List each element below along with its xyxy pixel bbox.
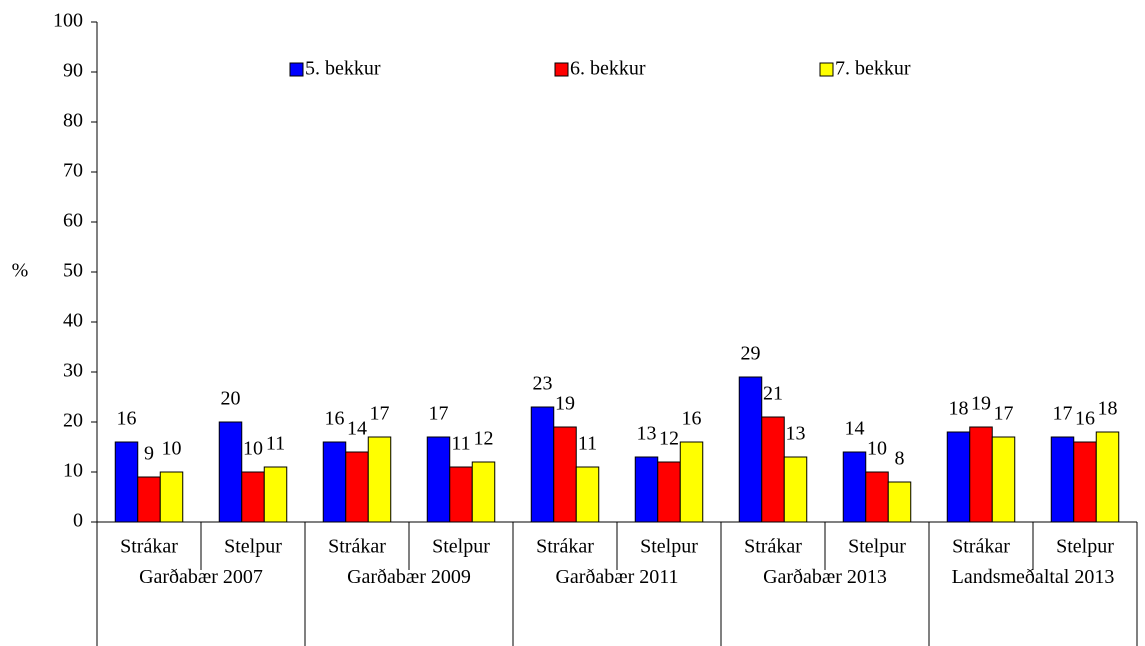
legend-label: 7. bekkur bbox=[835, 58, 911, 80]
y-tick-label: 30 bbox=[63, 360, 83, 382]
bar bbox=[946, 431, 971, 523]
bar bbox=[865, 471, 889, 523]
x-tick-label: Stelpur bbox=[848, 536, 906, 558]
bar bbox=[1050, 436, 1075, 523]
bar bbox=[1095, 431, 1120, 523]
group-label: Landsmeðaltal 2013 bbox=[951, 566, 1115, 588]
data-label: 16 bbox=[1075, 408, 1095, 430]
bar bbox=[137, 476, 161, 523]
y-tick-label: 100 bbox=[53, 10, 83, 32]
legend-swatch bbox=[554, 62, 569, 77]
data-label: 8 bbox=[895, 448, 905, 470]
data-label: 12 bbox=[659, 428, 679, 450]
data-label: 10 bbox=[243, 438, 263, 460]
y-tick-label: 20 bbox=[63, 410, 83, 432]
bar bbox=[1073, 441, 1097, 523]
y-axis-label: % bbox=[12, 260, 29, 282]
bar bbox=[679, 441, 704, 523]
bar bbox=[471, 461, 496, 523]
data-label: 18 bbox=[1098, 398, 1118, 420]
group-label: Garðabær 2011 bbox=[555, 566, 679, 588]
legend-label: 5. bekkur bbox=[305, 58, 381, 80]
bar bbox=[218, 421, 243, 523]
x-tick-label: Strákar bbox=[952, 536, 1010, 558]
bar bbox=[114, 441, 139, 523]
x-tick-label: Strákar bbox=[120, 536, 178, 558]
data-label: 14 bbox=[845, 418, 865, 440]
data-label: 10 bbox=[867, 438, 887, 460]
x-tick-label: Stelpur bbox=[224, 536, 282, 558]
x-tick-label: Strákar bbox=[744, 536, 802, 558]
y-tick-label: 0 bbox=[73, 510, 83, 532]
bar bbox=[530, 406, 555, 523]
y-tick-label: 50 bbox=[63, 260, 83, 282]
data-label: 19 bbox=[555, 393, 575, 415]
legend-swatch bbox=[289, 62, 304, 77]
bar bbox=[887, 481, 912, 523]
data-label: 20 bbox=[221, 388, 241, 410]
y-tick-label: 60 bbox=[63, 210, 83, 232]
bar bbox=[449, 466, 473, 523]
data-label: 21 bbox=[763, 383, 783, 405]
data-label: 13 bbox=[786, 423, 806, 445]
bar bbox=[657, 461, 681, 523]
bar bbox=[738, 376, 763, 523]
bar bbox=[345, 451, 369, 523]
data-label: 17 bbox=[1053, 403, 1073, 425]
data-label: 11 bbox=[578, 433, 597, 455]
bar bbox=[634, 456, 659, 523]
x-tick-label: Strákar bbox=[328, 536, 386, 558]
group-label: Garðabær 2009 bbox=[347, 566, 471, 588]
data-label: 16 bbox=[117, 408, 137, 430]
bar bbox=[159, 471, 184, 523]
bar bbox=[263, 466, 288, 523]
data-label: 29 bbox=[741, 343, 761, 365]
bar bbox=[783, 456, 808, 523]
bar bbox=[553, 426, 577, 523]
y-tick-label: 90 bbox=[63, 60, 83, 82]
x-tick-label: Stelpur bbox=[432, 536, 490, 558]
x-tick-label: Stelpur bbox=[1056, 536, 1114, 558]
data-label: 10 bbox=[162, 438, 182, 460]
data-label: 14 bbox=[347, 418, 367, 440]
data-label: 11 bbox=[451, 433, 470, 455]
data-label: 17 bbox=[370, 403, 390, 425]
data-label: 11 bbox=[266, 433, 285, 455]
bar bbox=[241, 471, 265, 523]
data-label: 17 bbox=[429, 403, 449, 425]
x-tick-label: Strákar bbox=[536, 536, 594, 558]
bar bbox=[426, 436, 451, 523]
data-label: 18 bbox=[949, 398, 969, 420]
x-tick-label: Stelpur bbox=[640, 536, 698, 558]
bar bbox=[761, 416, 785, 523]
data-label: 16 bbox=[682, 408, 702, 430]
data-label: 9 bbox=[144, 443, 154, 465]
legend-label: 6. bekkur bbox=[570, 58, 646, 80]
group-label: Garðabær 2007 bbox=[139, 566, 263, 588]
bar bbox=[842, 451, 867, 523]
bar bbox=[367, 436, 392, 523]
legend-swatch bbox=[819, 62, 834, 77]
group-label: Garðabær 2013 bbox=[763, 566, 887, 588]
y-tick-label: 10 bbox=[63, 460, 83, 482]
bar bbox=[991, 436, 1016, 523]
bar bbox=[969, 426, 993, 523]
y-tick-label: 80 bbox=[63, 110, 83, 132]
data-label: 13 bbox=[637, 423, 657, 445]
data-label: 16 bbox=[325, 408, 345, 430]
bar bbox=[575, 466, 600, 523]
y-tick-label: 40 bbox=[63, 310, 83, 332]
data-label: 12 bbox=[474, 428, 494, 450]
data-label: 19 bbox=[971, 393, 991, 415]
data-label: 23 bbox=[533, 373, 553, 395]
y-tick-label: 70 bbox=[63, 160, 83, 182]
data-label: 17 bbox=[994, 403, 1014, 425]
bar bbox=[322, 441, 347, 523]
